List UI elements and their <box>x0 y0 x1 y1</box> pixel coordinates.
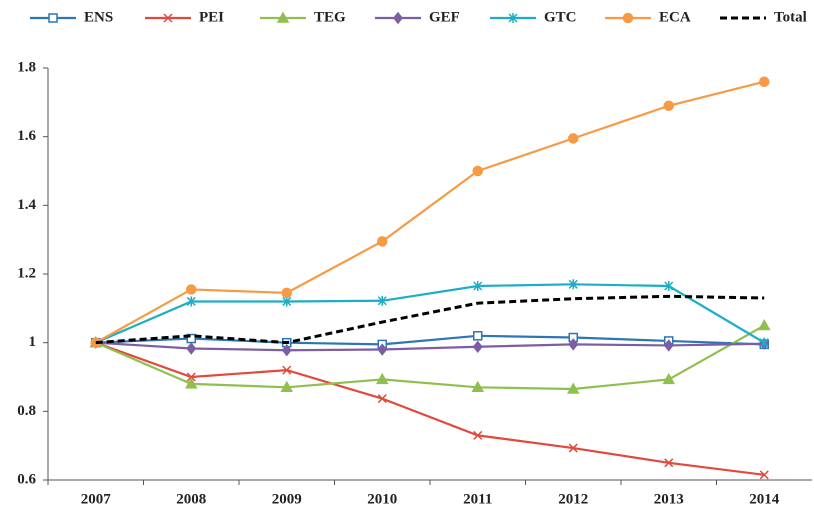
x-tick-label: 2012 <box>558 491 588 507</box>
series-line <box>95 341 765 352</box>
marker <box>377 295 387 306</box>
marker <box>566 382 580 394</box>
series <box>90 336 770 357</box>
marker <box>281 344 292 357</box>
y-tick-label: 0.8 <box>17 403 36 419</box>
y-tick-label: 1.2 <box>17 265 36 281</box>
series-line <box>95 324 765 391</box>
series-line <box>95 341 765 476</box>
y-tick-label: 1 <box>29 334 37 350</box>
marker <box>473 430 483 440</box>
legend-item: Total <box>720 9 807 25</box>
marker <box>759 76 770 87</box>
legend-label: Total <box>774 9 807 25</box>
legend-item: TEG <box>260 9 346 25</box>
marker <box>473 281 483 292</box>
legend-marker <box>622 12 634 24</box>
x-tick-label: 2010 <box>367 491 397 507</box>
marker <box>568 443 578 453</box>
marker <box>375 372 389 385</box>
legend-item: PEI <box>145 9 224 25</box>
legend-label: TEG <box>314 9 346 25</box>
legend-marker <box>163 13 173 23</box>
marker <box>282 365 292 375</box>
y-tick-label: 1.6 <box>17 128 36 144</box>
x-tick-label: 2009 <box>272 491 302 507</box>
marker <box>281 287 292 299</box>
legend-marker <box>276 11 290 23</box>
marker <box>472 340 483 353</box>
x-tick-label: 2008 <box>176 491 206 507</box>
series <box>95 294 765 345</box>
marker <box>664 281 674 292</box>
marker <box>377 236 388 247</box>
marker <box>473 331 483 341</box>
legend-marker <box>508 13 518 23</box>
marker <box>184 377 198 389</box>
y-tick-label: 1.8 <box>17 59 36 75</box>
series <box>91 338 769 480</box>
x-tick-label: 2013 <box>654 491 684 507</box>
marker <box>662 372 676 385</box>
marker <box>280 380 294 393</box>
legend-item: GEF <box>375 9 460 25</box>
legend-item: ENS <box>30 9 113 25</box>
series <box>89 318 771 394</box>
marker <box>568 279 578 290</box>
y-tick-label: 0.6 <box>17 471 36 487</box>
marker <box>186 296 196 307</box>
marker <box>377 343 388 356</box>
series-line <box>95 283 765 344</box>
marker <box>186 342 197 355</box>
marker <box>471 380 485 393</box>
legend-label: PEI <box>199 9 224 25</box>
marker <box>186 372 196 382</box>
legend-label: GEF <box>429 9 460 25</box>
marker <box>282 296 292 307</box>
legend-item: ECA <box>605 9 691 25</box>
marker <box>568 338 579 351</box>
legend-label: GTC <box>544 9 577 25</box>
marker <box>757 318 771 331</box>
marker <box>568 133 579 144</box>
series <box>90 76 770 348</box>
legend-label: ECA <box>659 9 691 25</box>
marker <box>663 100 674 112</box>
marker <box>663 339 674 352</box>
x-tick-label: 2014 <box>749 491 780 507</box>
x-tick-label: 2007 <box>81 491 112 507</box>
marker <box>759 470 769 480</box>
legend-label: ENS <box>84 9 113 25</box>
legend-marker <box>48 13 58 23</box>
marker <box>664 458 674 468</box>
legend-marker <box>393 11 403 25</box>
marker <box>377 394 387 404</box>
legend-item: GTC <box>490 9 577 25</box>
series-line <box>95 334 765 346</box>
marker <box>472 165 483 177</box>
y-tick-label: 1.4 <box>17 197 36 213</box>
marker <box>186 284 197 295</box>
x-tick-label: 2011 <box>463 491 492 507</box>
series-line <box>95 294 765 345</box>
series-line <box>95 80 765 344</box>
marker <box>759 337 769 348</box>
